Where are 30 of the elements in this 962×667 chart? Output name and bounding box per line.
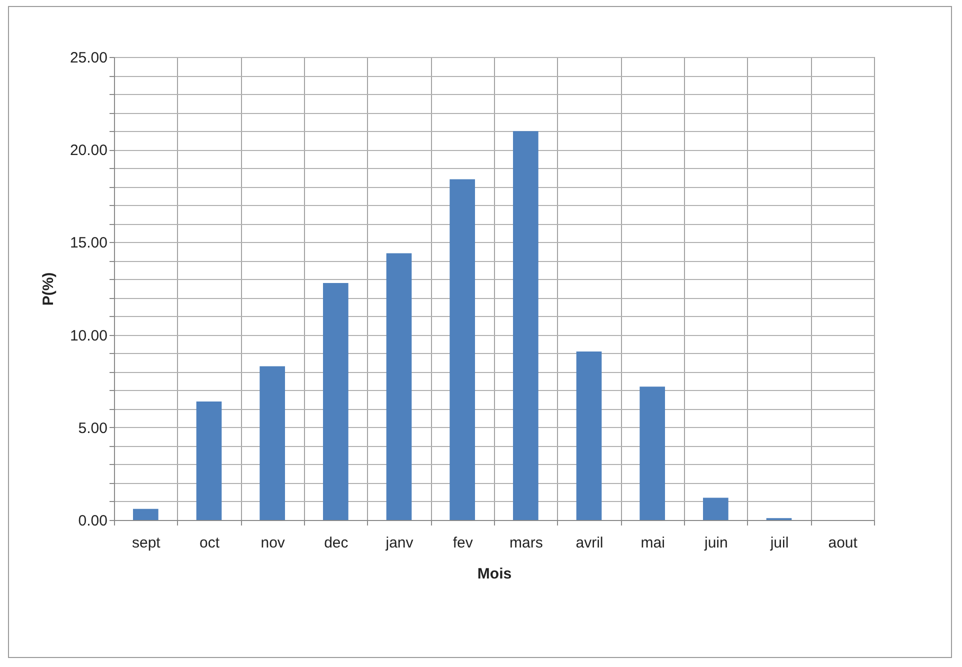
x-tick-label: mai	[640, 534, 665, 552]
bar	[576, 351, 602, 520]
bar	[513, 131, 538, 520]
x-tick-label: sept	[132, 534, 162, 552]
y-tick-label: 15.00	[70, 234, 108, 252]
x-tick-label: fev	[452, 534, 474, 552]
y-tick-label: 20.00	[70, 142, 108, 160]
x-tick-label: avril	[576, 534, 604, 552]
x-tick-label: nov	[260, 534, 286, 552]
x-axis-title: Mois	[477, 566, 512, 582]
x-tick-label: aout	[828, 534, 858, 552]
bar	[133, 508, 158, 520]
y-tick-label: 5.00	[78, 420, 108, 437]
y-tick-label: 25.00	[70, 50, 108, 66]
bar	[260, 366, 285, 520]
bar	[450, 179, 475, 520]
bar	[703, 498, 728, 520]
y-axis-title: P(%)	[40, 272, 57, 306]
bar	[323, 282, 348, 520]
x-tick-label: juil	[769, 534, 789, 552]
bar	[640, 386, 665, 520]
x-tick-label: janv	[384, 534, 414, 552]
x-tick-label: juin	[703, 534, 728, 552]
bar	[386, 253, 412, 520]
x-tick-label: mars	[509, 534, 543, 552]
y-tick-label: 0.00	[78, 512, 108, 530]
bar	[196, 401, 222, 520]
x-tick-label: dec	[324, 534, 349, 552]
y-tick-label: 10.00	[70, 327, 108, 344]
x-tick-label: oct	[199, 534, 220, 552]
